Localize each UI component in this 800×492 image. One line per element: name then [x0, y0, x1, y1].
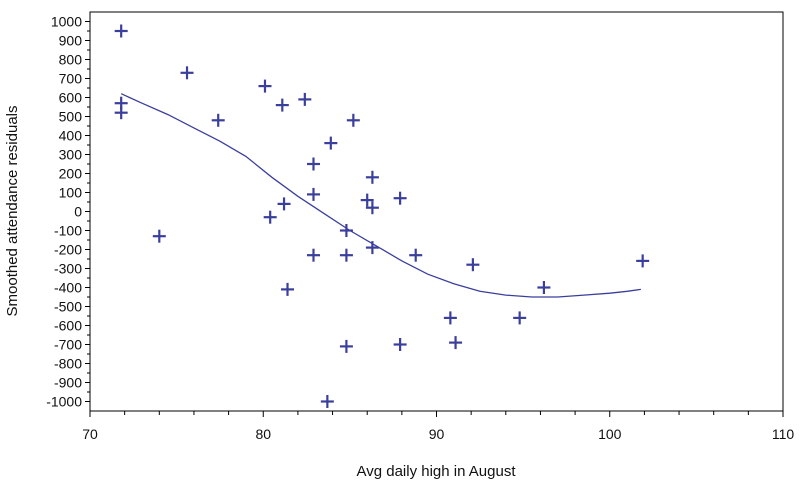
data-point-plus [263, 210, 277, 224]
y-tick-label: 100 [59, 185, 83, 201]
x-tick-label: 80 [255, 426, 271, 442]
data-point-plus [365, 241, 379, 255]
x-tick-label: 110 [772, 426, 795, 442]
data-point-plus [306, 187, 320, 201]
data-point-plus [320, 395, 334, 408]
y-tick-label: -600 [54, 318, 82, 334]
y-tick-label: -200 [54, 242, 82, 258]
y-tick-label: -500 [54, 299, 82, 315]
data-point-plus [636, 254, 650, 268]
data-point-plus [306, 157, 320, 171]
data-point-plus [339, 339, 353, 353]
y-tick-label: 600 [59, 90, 83, 106]
data-point-plus [346, 113, 360, 127]
y-tick-label: 0 [74, 204, 82, 220]
data-point-plus [339, 248, 353, 262]
data-point-plus [114, 24, 128, 38]
plot-area-frame [89, 11, 784, 412]
data-point-plus [298, 92, 312, 106]
data-point-plus [365, 201, 379, 215]
y-tick-label: -300 [54, 261, 82, 277]
y-tick-label: 300 [59, 147, 83, 163]
y-tick-label: 200 [59, 166, 83, 182]
y-tick-label: -700 [54, 337, 82, 353]
data-point-plus [466, 258, 480, 272]
data-point-plus [281, 282, 295, 296]
data-point-plus [306, 248, 320, 262]
data-point-plus [180, 66, 194, 80]
y-tick-label: 500 [59, 109, 83, 125]
data-point-plus [393, 191, 407, 205]
y-tick-label: -900 [54, 375, 82, 391]
data-point-plus [114, 106, 128, 120]
data-point-plus [275, 98, 289, 112]
y-tick-label: 800 [59, 52, 83, 68]
y-tick-label: 900 [59, 33, 83, 49]
data-point-plus [537, 281, 551, 294]
y-tick-label: 700 [59, 71, 83, 87]
x-tick-label: 90 [429, 426, 445, 442]
data-point-plus [393, 338, 407, 351]
y-tick-label: -100 [54, 223, 82, 239]
data-point-plus [409, 248, 423, 262]
x-tick-label: 100 [598, 426, 622, 442]
data-point-plus [360, 193, 374, 207]
y-tick-label: -800 [54, 356, 82, 372]
x-tick-label: 70 [82, 426, 98, 442]
data-point-plus [152, 229, 166, 243]
y-tick-label: -400 [54, 280, 82, 296]
data-point-plus [324, 136, 338, 150]
y-tick-label: -1000 [46, 394, 82, 410]
data-point-plus [443, 311, 457, 325]
data-point-plus [449, 336, 463, 350]
y-tick-label: 1000 [51, 14, 82, 30]
x-axis-title: Avg daily high in August [356, 463, 516, 480]
smoothed-curve [120, 93, 641, 298]
data-series [114, 24, 650, 408]
data-point-plus [365, 170, 379, 184]
data-point-plus [211, 113, 225, 127]
y-tick-label: 400 [59, 128, 83, 144]
data-point-plus [258, 79, 272, 93]
data-point-plus [277, 197, 291, 211]
y-axis: 10009008007006005004003002001000-100-200… [46, 14, 90, 410]
y-axis-title: Smoothed attendance residuals [4, 106, 21, 317]
data-point-plus [513, 311, 527, 325]
x-axis: 70 80 90 100 110 [82, 411, 794, 442]
data-point-plus [339, 224, 353, 237]
